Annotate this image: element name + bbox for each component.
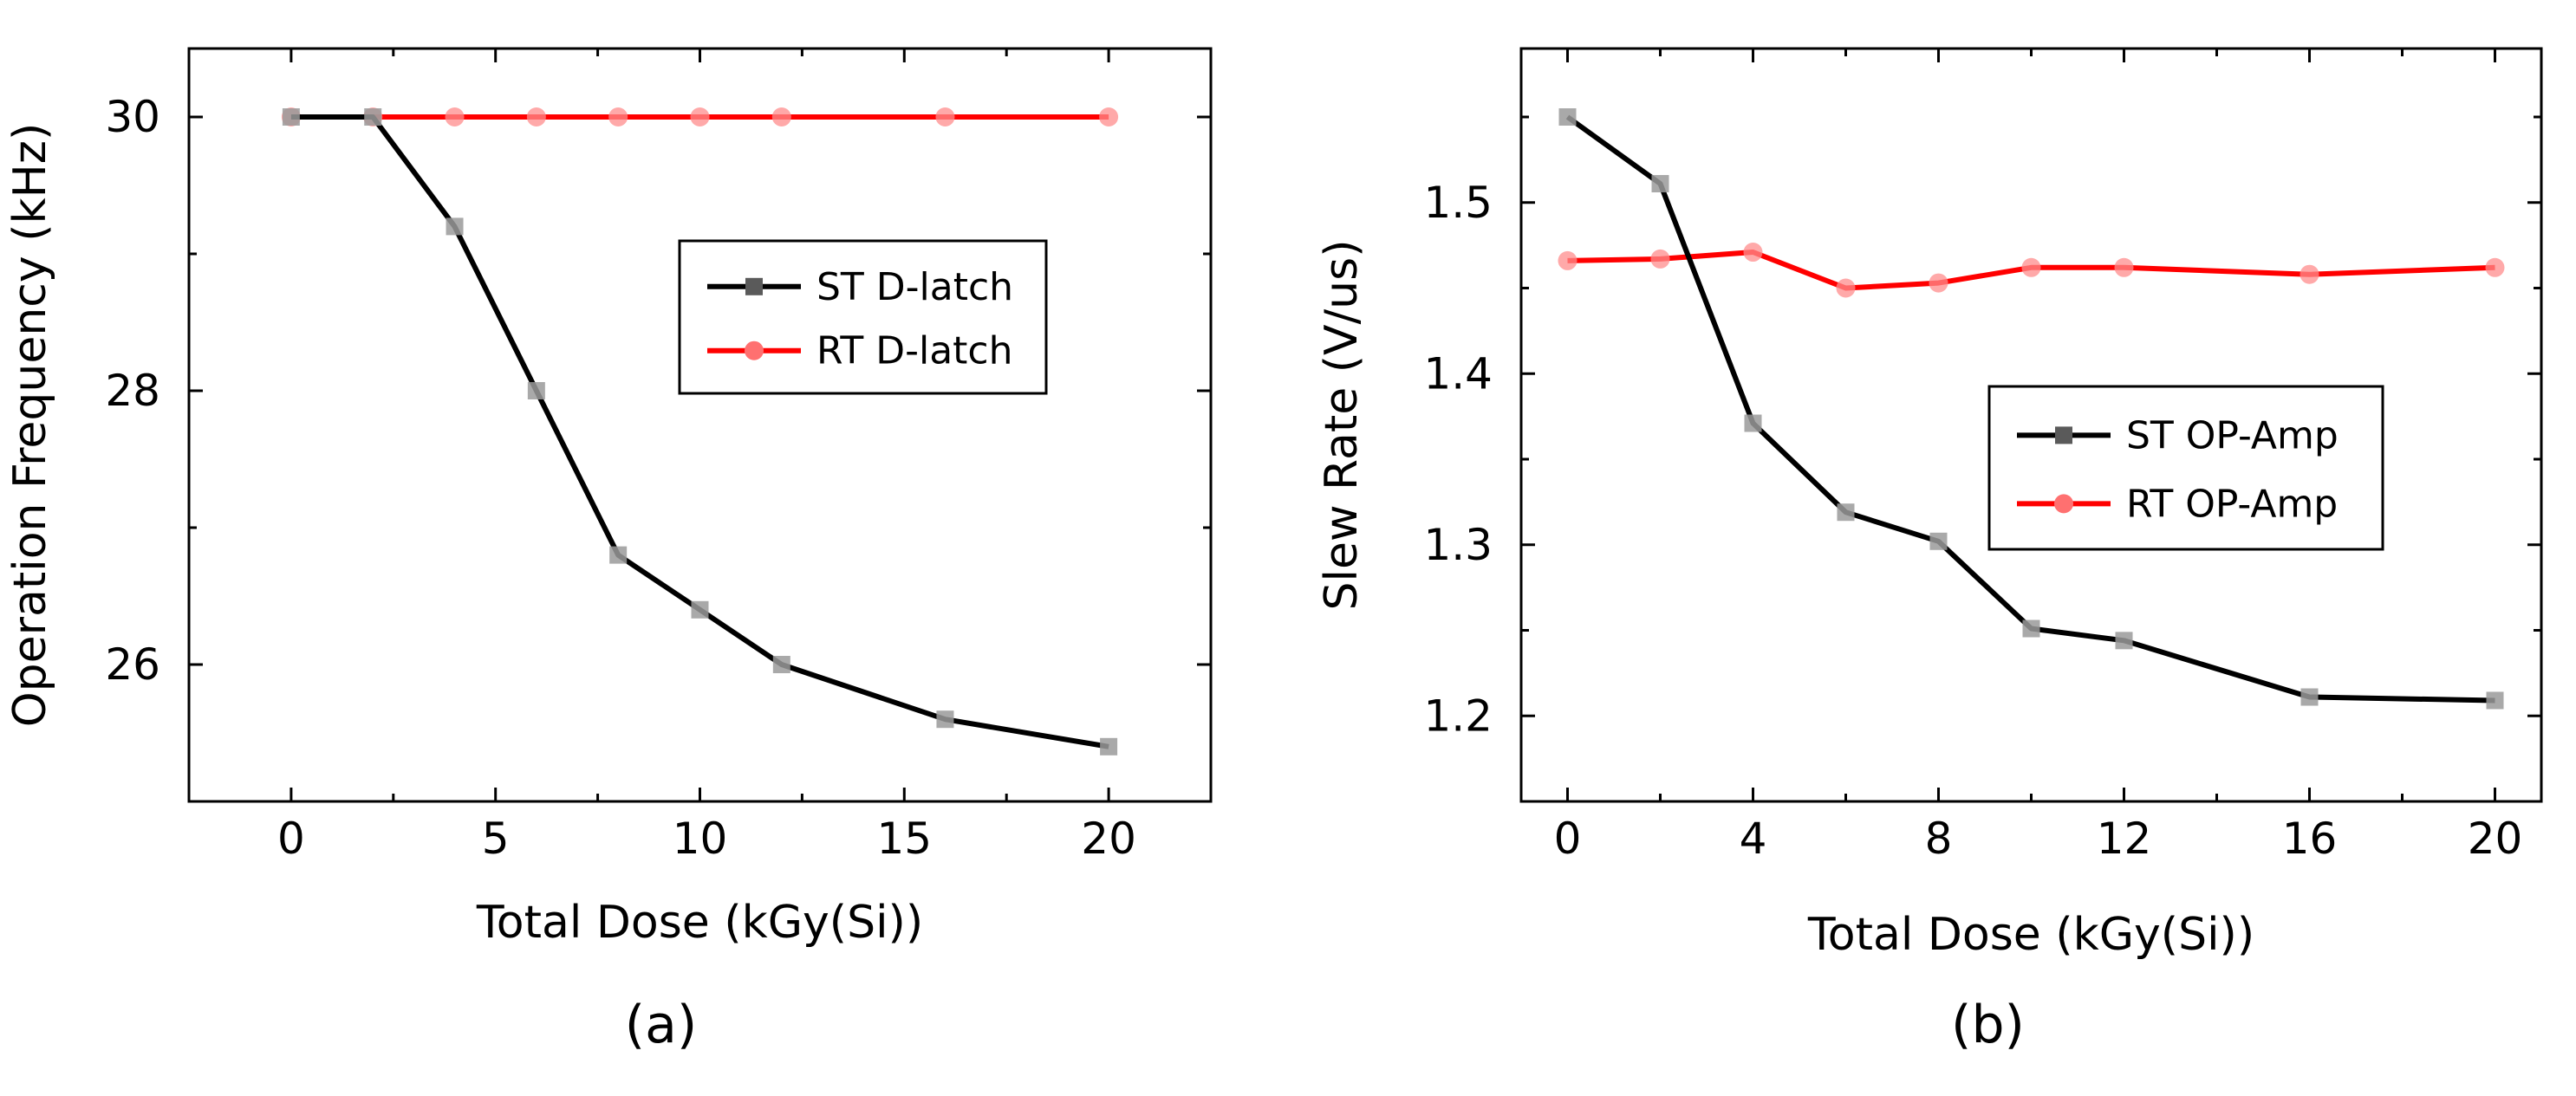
x-tick-label: 15 [876,814,932,864]
data-point-square [936,710,954,729]
x-tick-label: 5 [482,814,510,864]
chart-panel-a: 0 5 10 15 20 26 28 30 Total Dose (kGy(Si)) Operat… [4,47,1213,1055]
data-point-square [1837,503,1855,522]
data-point-circle [1650,249,1670,269]
data-point-circle [1743,243,1763,263]
legend-box [678,239,1048,395]
data-point-square [2022,619,2040,638]
legend-box [1987,385,2384,551]
data-point-square [1929,532,1948,550]
legend-label: RT D-latch [816,329,1013,373]
legend-label: RT OP-Amp [2126,482,2338,526]
y-axis-title: Operation Frequency (kHz) [4,123,56,728]
legend-marker-circle [2054,494,2073,514]
data-point-circle [1558,250,1577,270]
x-tick-label: 20 [2468,814,2523,864]
data-point-circle [690,107,710,126]
data-point-circle [935,107,955,126]
data-point-square [2486,691,2504,710]
x-tick-label: 4 [1740,814,1767,864]
x-axis-title: Total Dose (kGy(Si)) [476,897,923,949]
data-point-square [1558,108,1577,126]
legend-marker-circle [745,340,764,360]
x-axis-title: Total Dose (kGy(Si)) [1807,909,2254,961]
x-tick-label: 0 [277,814,305,864]
x-tick-label: 0 [1554,814,1582,864]
data-point-square [1100,737,1118,756]
data-point-square [1744,414,1762,432]
data-point-circle [445,107,465,126]
y-tick-label: 26 [105,639,160,690]
data-point-square [527,382,545,399]
panel-label: (b) [1951,995,2025,1055]
data-point-circle [2021,257,2041,277]
legend-marker-square [2055,426,2072,444]
data-point-square [772,656,790,673]
data-point-circle [2114,257,2134,277]
series-line-0 [290,114,1109,749]
legend-label: ST OP-Amp [2126,413,2339,457]
x-tick-label: 20 [1081,814,1136,864]
x-tick-label: 8 [1925,814,1953,864]
data-point-circle [771,107,791,126]
data-point-circle [1836,278,1856,298]
legend-marker-square [745,277,763,295]
data-point-square [446,217,464,236]
y-tick-label: 30 [105,92,160,142]
data-point-circle [2300,264,2319,284]
data-point-circle [526,107,546,126]
data-point-circle [2485,257,2505,277]
y-tick-label: 1.3 [1423,520,1493,570]
y-tick-label: 1.4 [1423,348,1493,399]
data-point-square [364,108,382,126]
data-point-square [609,546,628,564]
data-point-square [691,600,709,619]
plot-frame [187,47,1213,803]
legend-label: ST D-latch [816,265,1013,309]
x-tick-label: 16 [2282,814,2338,864]
y-tick-label: 1.2 [1423,691,1493,741]
y-axis-title: Slew Rate (V/us) [1316,240,1368,611]
data-point-square [2300,688,2319,706]
data-point-circle [608,107,628,126]
data-point-square [2115,632,2133,650]
data-point-square [282,108,300,126]
data-point-circle [1099,107,1119,126]
data-point-square [1651,175,1669,193]
x-tick-label: 12 [2097,814,2152,864]
panel-label: (a) [625,995,698,1055]
y-tick-label: 1.5 [1423,178,1493,228]
data-point-circle [1929,273,1948,293]
chart-panel-b: 0 4 8 12 16 20 1.2 1.3 1.4 1.5 Total Dose (kGy(Si)… [1316,47,2543,1055]
y-tick-label: 28 [105,366,160,416]
x-tick-label: 10 [673,814,728,864]
